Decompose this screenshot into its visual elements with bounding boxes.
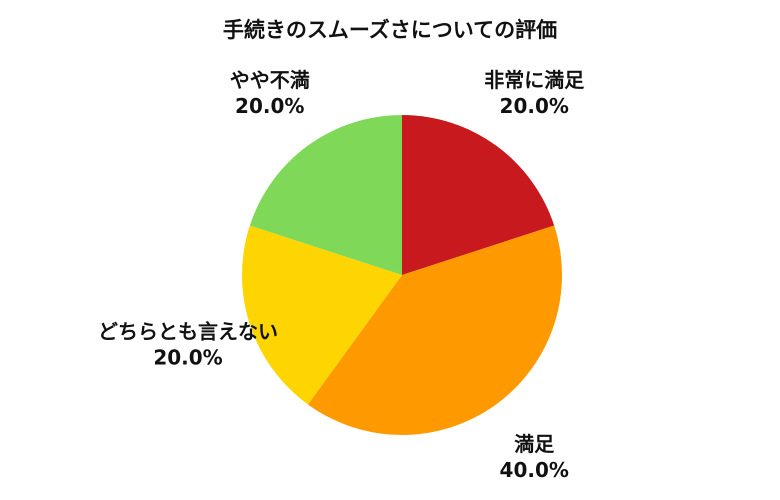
pie-label-name-2: どちらとも言えない: [98, 320, 278, 344]
pie-label-value-1: 40.0%: [500, 458, 569, 482]
pie-slice-3: [249, 115, 402, 275]
pie-label-value-0: 20.0%: [500, 94, 569, 118]
chart-title: 手続きのスムーズさについての評価: [222, 18, 558, 42]
pie-label-name-3: やや不満: [230, 68, 310, 92]
pie-slice-0: [402, 115, 555, 275]
pie-label-name-1: 満足: [514, 432, 555, 456]
pie-slice-1: [307, 225, 562, 436]
pie-label-value-2: 20.0%: [153, 346, 222, 370]
pie-label-value-3: 20.0%: [235, 94, 304, 118]
pie-slice-2: [242, 225, 402, 405]
pie-label-name-0: 非常に満足: [484, 68, 585, 92]
